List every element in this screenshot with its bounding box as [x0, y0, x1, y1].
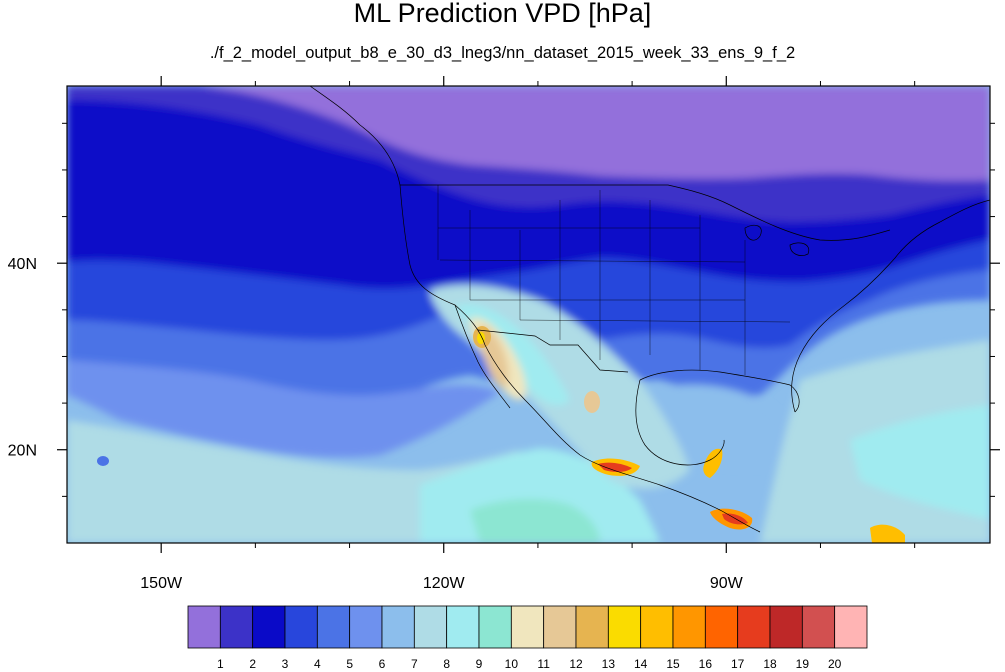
- lon-tick-label: 120W: [423, 575, 466, 592]
- colorbar-label: 4: [314, 657, 321, 671]
- colorbar-swatch: [381, 605, 415, 649]
- colorbar-label: 18: [763, 657, 777, 671]
- coastline-east: [791, 199, 990, 413]
- colorbar-label: 1: [217, 657, 224, 671]
- colorbar-swatch: [252, 605, 286, 649]
- colorbar-swatch: [349, 605, 383, 649]
- field-region-level-1: [200, 86, 990, 181]
- hotspot-texas: [584, 391, 600, 413]
- colorbar-label: 9: [476, 657, 483, 671]
- colorbar-label: 3: [282, 657, 289, 671]
- colorbar-label: 2: [249, 657, 256, 671]
- colorbar-label: 6: [379, 657, 386, 671]
- colorbar-swatch: [446, 605, 480, 649]
- hotspot-central-america-core: [722, 513, 748, 525]
- colorbar-label: 7: [411, 657, 418, 671]
- colorbar-swatch: [478, 605, 512, 649]
- colorbar-swatch: [413, 605, 448, 649]
- colorbar-swatch: [704, 605, 739, 649]
- lon-tick-label: 90W: [710, 575, 744, 592]
- colorbar-swatch: [284, 605, 318, 649]
- colorbar-label: 11: [537, 657, 550, 671]
- colorbar-swatch: [769, 605, 803, 649]
- hotspot-caribbean: [870, 524, 905, 543]
- colorbar-swatch: [834, 605, 868, 649]
- border-us-mexico: [477, 329, 629, 373]
- colorbar-label: 8: [443, 657, 450, 671]
- coastline-baja: [454, 304, 511, 409]
- coastline-gulf: [635, 369, 800, 466]
- colorbar-label: 14: [634, 657, 648, 671]
- colorbar-label: 15: [666, 657, 680, 671]
- colorbar-label: 13: [602, 657, 616, 671]
- map-axes: 150W 120W 90W 20N 40N: [8, 76, 1000, 592]
- colorbar: 1 2 3 4 5 6 7 8 9 10 11 12 13 14 15 16 17 18 19 20: [187, 605, 868, 671]
- coastline-west: [309, 86, 761, 533]
- colorbar-swatch: [607, 605, 642, 649]
- colorbar-label: 5: [346, 657, 353, 671]
- lat-tick-label: 20N: [8, 443, 37, 460]
- chart-title: ML Prediction VPD [hPa]: [353, 0, 652, 28]
- colorbar-label: 10: [505, 657, 519, 671]
- colorbar-swatch: [640, 605, 674, 649]
- colorbar-label: 17: [731, 657, 745, 671]
- colorbar-swatch: [219, 605, 254, 649]
- field-region-level-10: [470, 498, 600, 543]
- colorbar-swatch: [316, 605, 351, 649]
- hotspot-yucatan: [703, 448, 723, 478]
- hotspot-yuma-core: [477, 332, 485, 344]
- colorbar-label: 12: [569, 657, 583, 671]
- colorbar-swatch: [510, 605, 545, 649]
- coastlines: [309, 86, 990, 533]
- colorbar-swatch: [737, 605, 771, 649]
- hawaii-island: [97, 456, 109, 466]
- colorbar-label: 20: [828, 657, 842, 671]
- map-frame: [66, 85, 991, 544]
- field-region-level-8: [67, 420, 520, 543]
- field-region-atlantic-inner: [850, 405, 990, 520]
- lat-tick-label: 40N: [8, 256, 37, 273]
- map-field: [67, 86, 990, 543]
- colorbar-label: 19: [796, 657, 810, 671]
- field-region-level-6: [67, 360, 500, 458]
- colorbar-swatch: [672, 605, 706, 649]
- chart-subtitle: ./f_2_model_output_b8_e_30_d3_lneg3/nn_d…: [209, 44, 796, 62]
- colorbar-swatch: [575, 605, 609, 649]
- colorbar-swatch: [801, 605, 836, 649]
- colorbar-swatch: [543, 605, 577, 649]
- colorbar-swatch: [187, 605, 221, 649]
- lon-tick-label: 150W: [140, 575, 183, 592]
- state-lines: [437, 185, 791, 375]
- field-region-gulf: [649, 384, 794, 467]
- hotspot-southern-mexico-core: [598, 462, 632, 473]
- colorbar-label: 16: [699, 657, 713, 671]
- border-us-canada: [400, 184, 891, 241]
- great-lakes: [744, 224, 810, 256]
